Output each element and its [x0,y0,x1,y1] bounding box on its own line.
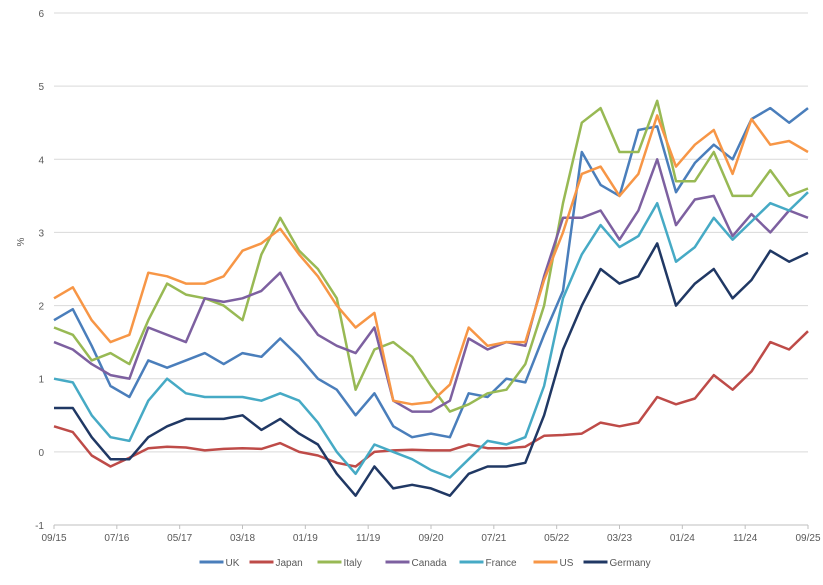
x-tick-label: 09/15 [41,533,66,544]
y-tick-label: 0 [38,448,44,459]
y-tick-label: 3 [38,228,44,239]
series-line-japan [53,330,809,468]
x-tick-label: 11/24 [733,533,758,544]
x-tick-label: 01/19 [293,533,318,544]
x-tick-label: 07/16 [104,533,129,544]
series-line-france [53,191,809,479]
y-axis: -1 0 1 2 3 4 5 6 [35,9,44,532]
legend-label-us: US [560,558,574,569]
y-tick-label: 2 [38,302,44,313]
x-tick-label: 11/19 [356,533,381,544]
legend-label-japan: Japan [276,558,303,569]
y-tick-label: 4 [38,155,44,166]
series-line-italy [53,99,809,413]
x-tick-label: 09/25 [795,533,820,544]
series-line-canada [53,158,809,413]
x-tick-label: 05/22 [544,533,569,544]
legend-label-uk: UK [226,558,240,569]
y-tick-label: 5 [38,82,44,93]
legend-label-canada: Canada [412,558,447,569]
x-tick-label: 05/17 [167,533,192,544]
y-tick-label: 1 [38,375,44,386]
series-lines [53,99,809,497]
y-axis-label: % [16,237,27,246]
y-tick-label: -1 [35,521,44,532]
x-tick-label: 01/24 [670,533,695,544]
series-line-germany [54,242,809,497]
legend-label-germany: Germany [610,558,651,569]
x-tick-label: 03/23 [607,533,632,544]
x-axis: 09/15 07/16 05/17 03/18 01/19 11/19 09/20 07/21… [41,524,821,544]
series-line-us [53,114,809,406]
x-tick-label: 09/20 [418,533,443,544]
y-tick-label: 6 [38,9,44,20]
x-tick-label: 03/18 [230,533,255,544]
legend: UK Japan Italy Canada France US Germany [199,558,651,569]
gridlines [54,12,808,453]
legend-label-italy: Italy [344,558,362,569]
legend-label-france: France [486,558,518,569]
x-tick-label: 07/21 [481,533,506,544]
